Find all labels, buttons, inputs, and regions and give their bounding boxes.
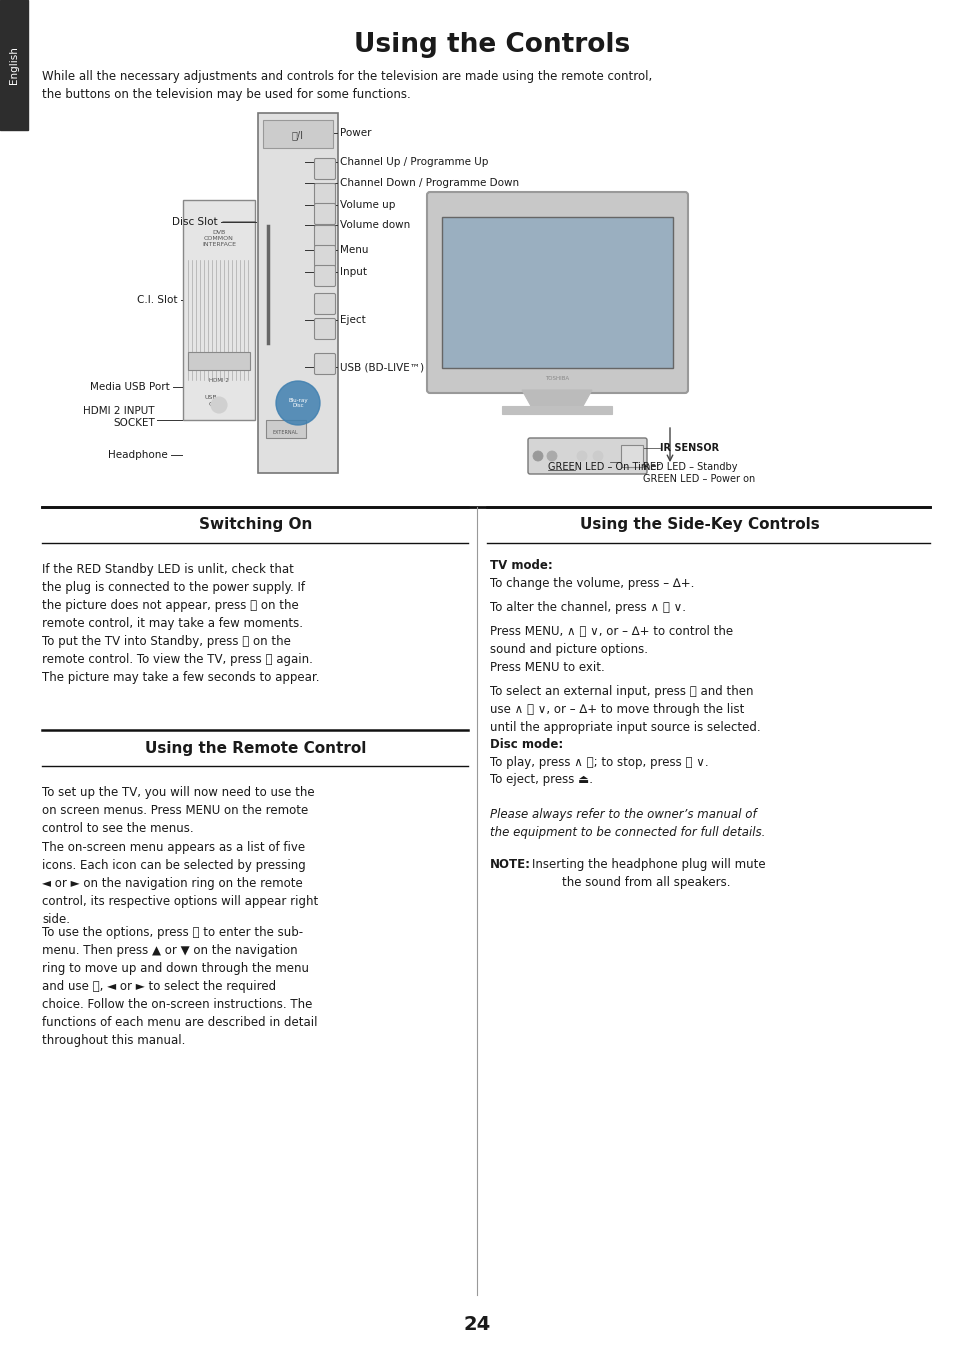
- Text: Using the Remote Control: Using the Remote Control: [145, 741, 366, 756]
- Text: Inserting the headphone plug will mute
        the sound from all speakers.: Inserting the headphone plug will mute t…: [532, 858, 765, 890]
- Text: GREEN LED – Power on: GREEN LED – Power on: [642, 474, 755, 483]
- FancyBboxPatch shape: [314, 318, 335, 340]
- Text: Blu-ray
Disc: Blu-ray Disc: [288, 398, 308, 409]
- FancyBboxPatch shape: [314, 265, 335, 287]
- Text: Volume up: Volume up: [339, 200, 395, 210]
- Text: HDMI 2: HDMI 2: [209, 378, 229, 383]
- Text: To put the TV into Standby, press ⏻ on the
remote control. To view the TV, press: To put the TV into Standby, press ⏻ on t…: [42, 635, 319, 684]
- Text: Channel Down / Programme Down: Channel Down / Programme Down: [339, 177, 518, 188]
- Text: 24: 24: [463, 1316, 490, 1335]
- Text: USB
⟳: USB ⟳: [205, 395, 217, 406]
- Text: GREEN LED – On Timer: GREEN LED – On Timer: [547, 462, 659, 473]
- Text: USB (BD-LIVE™): USB (BD-LIVE™): [339, 362, 424, 372]
- FancyBboxPatch shape: [314, 353, 335, 375]
- Text: Headphone: Headphone: [108, 450, 168, 460]
- Circle shape: [577, 451, 586, 460]
- Polygon shape: [521, 390, 592, 408]
- Text: Press MENU, ∧ ⓟ ∨, or – ∆+ to control the
sound and picture options.: Press MENU, ∧ ⓟ ∨, or – ∆+ to control th…: [490, 626, 732, 655]
- FancyBboxPatch shape: [527, 437, 646, 474]
- Text: DVB
COMMON
INTERFACE: DVB COMMON INTERFACE: [202, 230, 235, 248]
- Text: To eject, press ⏏.: To eject, press ⏏.: [490, 773, 593, 787]
- Text: Volume down: Volume down: [339, 219, 410, 230]
- Text: To select an external input, press ⓢ and then
use ∧ ⓟ ∨, or – ∆+ to move through: To select an external input, press ⓢ and…: [490, 685, 760, 734]
- Text: Power: Power: [339, 129, 371, 138]
- Bar: [0, 0, 28, 130]
- Circle shape: [593, 451, 602, 460]
- FancyBboxPatch shape: [427, 192, 687, 393]
- FancyBboxPatch shape: [314, 203, 335, 225]
- Bar: [188, 352, 250, 370]
- FancyBboxPatch shape: [314, 184, 335, 204]
- Circle shape: [546, 451, 557, 460]
- Text: TV mode:: TV mode:: [490, 559, 552, 571]
- Text: Channel Up / Programme Up: Channel Up / Programme Up: [339, 157, 488, 167]
- Text: Using the Side-Key Controls: Using the Side-Key Controls: [579, 517, 819, 532]
- Bar: [183, 200, 254, 420]
- Text: To play, press ∧ ⓟ; to stop, press ⓟ ∨.: To play, press ∧ ⓟ; to stop, press ⓟ ∨.: [490, 756, 708, 769]
- Text: English: English: [9, 46, 19, 84]
- Bar: [501, 406, 612, 414]
- Bar: [620, 445, 642, 467]
- Circle shape: [533, 451, 542, 460]
- Bar: [441, 217, 672, 368]
- FancyBboxPatch shape: [314, 245, 335, 267]
- Text: RED LED – Standby: RED LED – Standby: [642, 462, 737, 473]
- Text: Switching On: Switching On: [199, 517, 313, 532]
- Text: Using the Controls: Using the Controls: [354, 32, 630, 58]
- Text: To set up the TV, you will now need to use the
on screen menus. Press MENU on th: To set up the TV, you will now need to u…: [42, 787, 314, 835]
- Bar: [266, 420, 306, 437]
- Text: Disc Slot: Disc Slot: [172, 217, 218, 227]
- Text: Menu: Menu: [339, 245, 368, 255]
- Text: Media USB Port: Media USB Port: [91, 382, 170, 393]
- Text: IR SENSOR: IR SENSOR: [659, 443, 719, 454]
- Text: Eject: Eject: [339, 315, 365, 325]
- FancyBboxPatch shape: [314, 294, 335, 314]
- Text: EXTERNAL: EXTERNAL: [273, 431, 298, 435]
- Circle shape: [275, 380, 319, 425]
- Text: TOSHIBA: TOSHIBA: [544, 375, 569, 380]
- Text: NOTE:: NOTE:: [490, 858, 531, 871]
- Text: Please always refer to the owner’s manual of
the equipment to be connected for f: Please always refer to the owner’s manua…: [490, 808, 764, 839]
- Text: While all the necessary adjustments and controls for the television are made usi: While all the necessary adjustments and …: [42, 70, 652, 102]
- Text: HDMI 2 INPUT
SOCKET: HDMI 2 INPUT SOCKET: [84, 406, 154, 428]
- Circle shape: [211, 397, 227, 413]
- Text: Press MENU to exit.: Press MENU to exit.: [490, 661, 604, 674]
- Text: ⏻/I: ⏻/I: [292, 130, 304, 139]
- Bar: [257, 112, 337, 473]
- FancyBboxPatch shape: [314, 226, 335, 246]
- Text: Input: Input: [339, 267, 367, 278]
- Text: Disc mode:: Disc mode:: [490, 738, 562, 751]
- Text: To use the options, press Ⓢ to enter the sub-
menu. Then press ▲ or ▼ on the nav: To use the options, press Ⓢ to enter the…: [42, 926, 317, 1047]
- Text: The on-screen menu appears as a list of five
icons. Each icon can be selected by: The on-screen menu appears as a list of …: [42, 841, 318, 926]
- Bar: [263, 121, 333, 148]
- Text: C.I. Slot: C.I. Slot: [137, 295, 178, 305]
- Text: To change the volume, press – ∆+.: To change the volume, press – ∆+.: [490, 577, 694, 590]
- Text: If the RED Standby LED is unlit, check that
the plug is connected to the power s: If the RED Standby LED is unlit, check t…: [42, 563, 305, 630]
- Text: To alter the channel, press ∧ ⓟ ∨.: To alter the channel, press ∧ ⓟ ∨.: [490, 601, 685, 613]
- FancyBboxPatch shape: [314, 158, 335, 180]
